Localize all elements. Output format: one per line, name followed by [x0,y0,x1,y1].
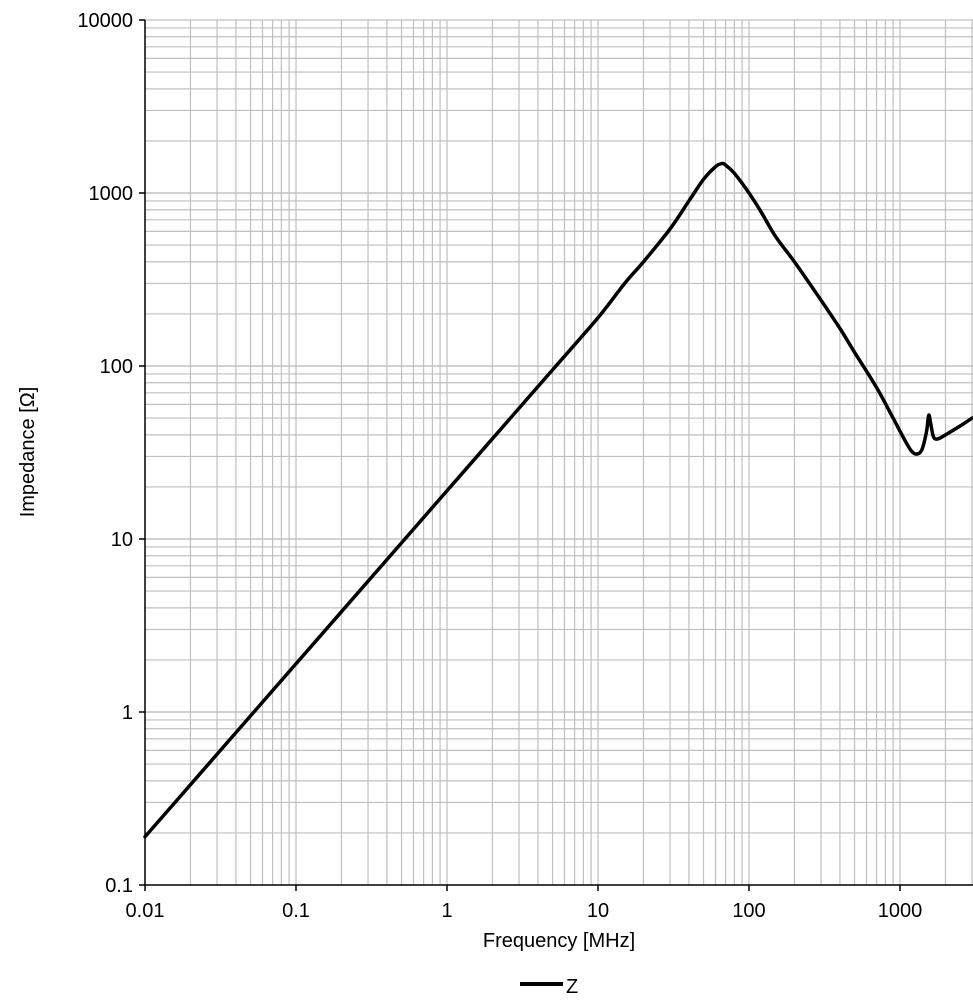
legend: Z [520,976,578,998]
x-tick-label: 0.1 [282,900,310,922]
x-tick-label: 100 [732,900,765,922]
series-group [143,161,973,839]
y-axis-title: Impedance [Ω] [17,387,39,518]
axes [144,20,973,886]
x-tick-label: 0.01 [126,900,165,922]
y-tick-label: 10 [111,529,133,551]
y-tick-label: 100 [100,356,133,378]
x-tick-label: 10 [587,900,609,922]
legend-label-z: Z [566,976,578,998]
x-axis-title: Frequency [MHz] [483,930,635,952]
y-tick-label: 10000 [77,10,133,32]
series-line-z [143,161,973,839]
x-tick-label: 1 [441,900,452,922]
y-tick-label: 1000 [89,183,134,205]
y-tick-label: 0.1 [105,875,133,897]
x-tick-label: 1000 [878,900,923,922]
grid-lines [145,19,973,885]
y-tick-label: 1 [122,702,133,724]
axis-ticks: 0.01 0.1 1 10 100 1000 0.1 1 10 100 1000 10000 [77,10,922,922]
